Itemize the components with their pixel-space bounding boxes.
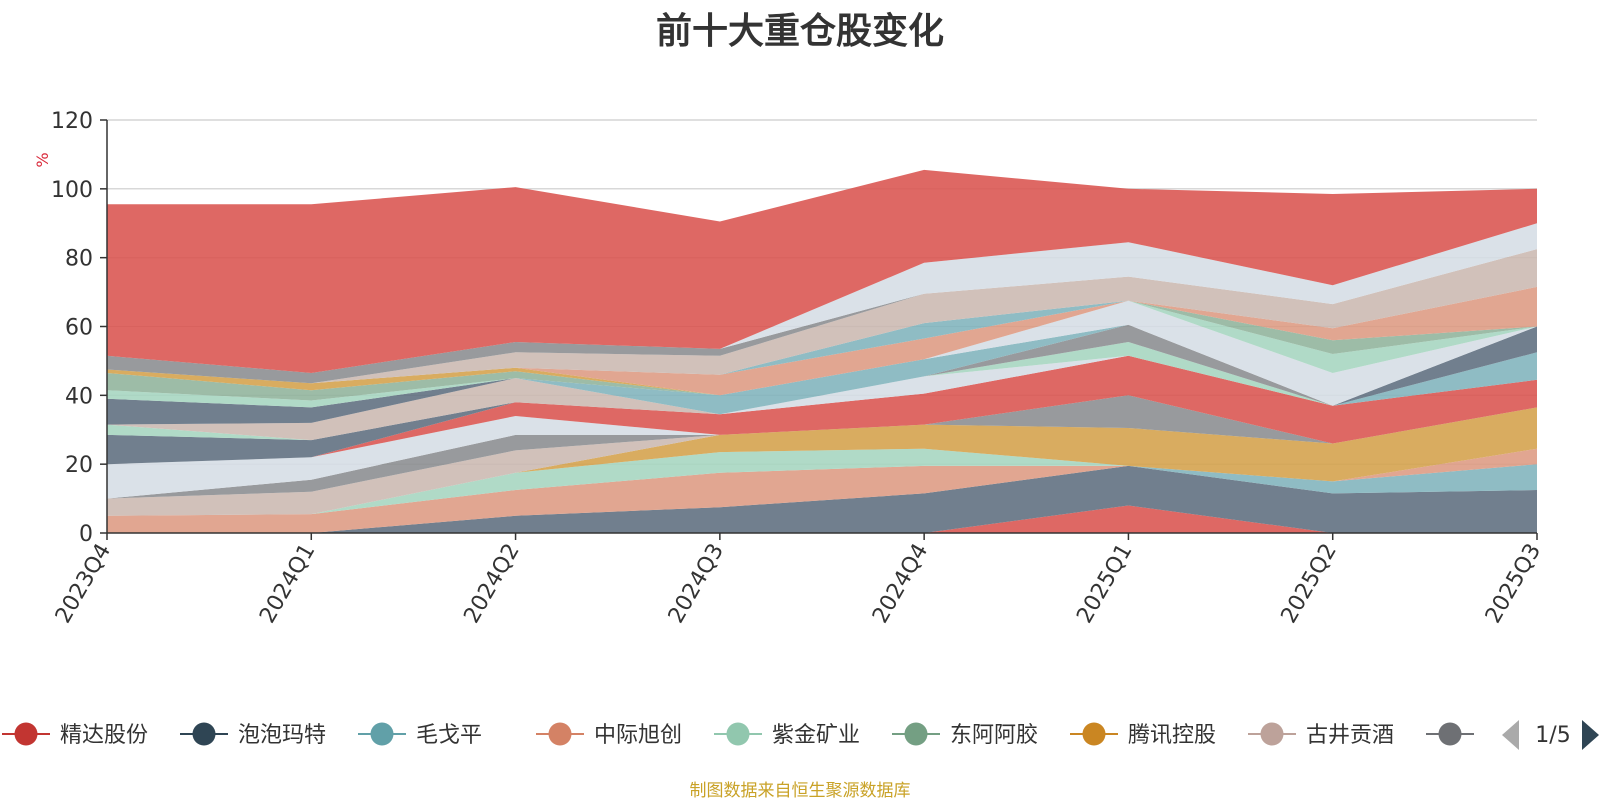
legend-item[interactable]: 古井贡酒 xyxy=(1248,722,1394,749)
legend-label: 东阿阿胶 xyxy=(950,723,1038,748)
area-layer xyxy=(107,169,1537,533)
x-tick-label: 2024Q1 xyxy=(255,540,320,628)
triangle-right-icon[interactable] xyxy=(1582,720,1599,750)
series-area xyxy=(107,286,1537,396)
x-tick-label: 2023Q4 xyxy=(51,540,116,628)
x-tick-label: 2025Q3 xyxy=(1481,540,1546,628)
series-area xyxy=(107,342,1537,441)
legend-label: 昆 xyxy=(1484,723,1506,748)
series-area xyxy=(107,407,1537,516)
legend-item[interactable]: 精达股份 xyxy=(2,722,148,749)
y-tick-label: 80 xyxy=(65,247,93,272)
legend-item[interactable]: 东阿阿胶 xyxy=(892,722,1038,749)
legend-label: 腾讯控股 xyxy=(1128,723,1216,748)
series-area xyxy=(107,324,1537,425)
y-tick-label: 0 xyxy=(79,522,93,547)
legend-item[interactable]: 毛戈平 xyxy=(358,722,482,749)
x-tick-label: 2025Q1 xyxy=(1072,540,1137,628)
series-area xyxy=(107,324,1537,425)
y-tick-label: 60 xyxy=(65,316,93,341)
y-tick-label: 100 xyxy=(51,178,93,203)
series-area xyxy=(107,355,1537,441)
legend-marker-icon xyxy=(726,722,750,746)
legend-item[interactable]: 腾讯控股 xyxy=(1070,722,1216,749)
series-area xyxy=(107,448,1537,516)
x-tick-label: 2024Q3 xyxy=(664,540,729,628)
series-area xyxy=(107,395,1537,499)
series-area xyxy=(107,300,1537,408)
series-area xyxy=(107,407,1537,516)
legend-label: 古井贡酒 xyxy=(1306,723,1394,748)
legend: 精达股份 泡泡玛特 毛戈平 中际旭创 紫金矿业 东阿阿胶 腾讯控股 古井贡酒 昆 xyxy=(2,722,1506,749)
legend-item[interactable]: 泡泡玛特 xyxy=(180,722,326,749)
y-axis-unit-label: % xyxy=(33,152,52,167)
legend-marker-icon xyxy=(548,722,572,746)
legend-label: 毛戈平 xyxy=(416,723,482,748)
series-area xyxy=(107,223,1537,373)
legend-page-indicator: 1/5 xyxy=(1535,723,1570,748)
legend-item[interactable]: 昆 xyxy=(1426,722,1506,749)
legend-marker-icon xyxy=(370,722,394,746)
series-area xyxy=(107,249,1537,384)
legend-label: 中际旭创 xyxy=(594,723,682,748)
y-tick-label: 120 xyxy=(51,109,93,134)
series-area xyxy=(107,342,1537,441)
y-tick-label: 40 xyxy=(65,384,93,409)
series-area xyxy=(107,169,1537,373)
x-tick-label: 2024Q4 xyxy=(868,540,933,628)
series-area xyxy=(107,355,1537,465)
legend-marker-icon xyxy=(192,722,216,746)
legend-marker-icon xyxy=(1082,722,1106,746)
legend-item[interactable]: 紫金矿业 xyxy=(714,722,860,749)
x-tick-label: 2024Q2 xyxy=(459,540,524,628)
chart-title: 前十大重仓股变化 xyxy=(655,11,944,52)
series-area xyxy=(107,505,1537,533)
x-tick-label: 2025Q2 xyxy=(1277,540,1342,628)
y-tick-label: 20 xyxy=(65,453,93,478)
legend-item[interactable]: 中际旭创 xyxy=(536,722,682,749)
legend-marker-icon xyxy=(1260,722,1284,746)
series-area xyxy=(107,249,1537,384)
legend-label: 泡泡玛特 xyxy=(238,723,326,748)
series-area xyxy=(107,448,1537,533)
source-footer: 制图数据来自恒生聚源数据库 xyxy=(689,781,911,801)
legend-label: 精达股份 xyxy=(60,723,148,748)
series-area xyxy=(107,355,1537,465)
legend-marker-icon xyxy=(904,722,928,746)
triangle-left-icon[interactable] xyxy=(1502,720,1519,750)
series-area xyxy=(107,300,1537,401)
series-area xyxy=(107,465,1537,533)
legend-marker-icon xyxy=(1438,722,1462,746)
series-area xyxy=(107,395,1537,499)
legend-label: 紫金矿业 xyxy=(772,723,860,748)
legend-marker-icon xyxy=(14,722,38,746)
legend-pager: 1/5 xyxy=(1502,720,1599,750)
